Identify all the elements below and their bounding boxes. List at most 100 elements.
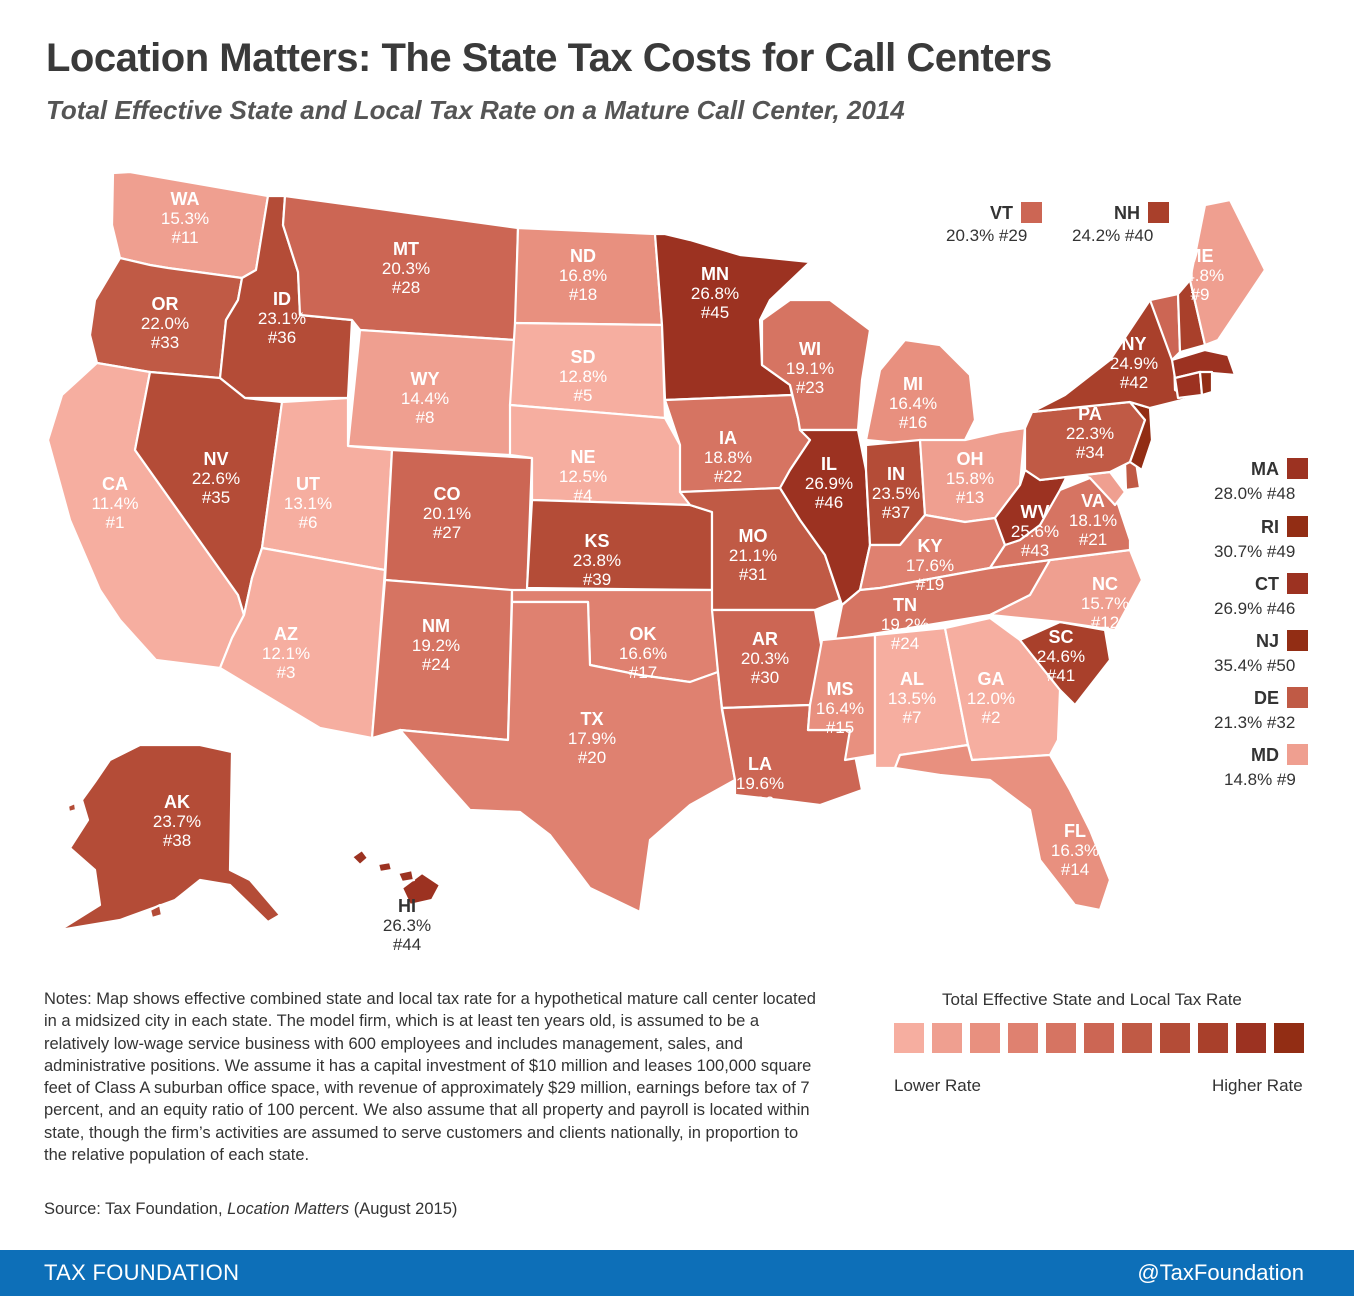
state-label-co-rank: #27 [433,523,461,542]
state-label-tx-rank: #20 [578,748,606,767]
state-label-wv: WV 25.6% #43 [1011,502,1059,560]
callout-ma-swatch [1287,458,1308,479]
page-title: Location Matters: The State Tax Costs fo… [46,36,1052,80]
state-label-tx-rate: 17.9% [568,729,616,748]
legend-low-label: Lower Rate [894,1076,981,1095]
state-label-sc-rate: 24.6% [1037,647,1085,666]
state-label-ms-rate: 16.4% [816,699,864,718]
callout-de-value: 21.3% #32 [1214,713,1296,732]
state-label-wy-abbr: WY [411,369,440,389]
legend-swatch-6 [1084,1023,1114,1053]
state-label-ky-rate: 17.6% [906,556,954,575]
state-label-nd-rank: #18 [569,285,597,304]
state-shape-fl[interactable] [893,743,1112,912]
state-label-mt-abbr: MT [393,239,419,259]
state-label-ar: AR 20.3% #30 [741,629,789,687]
state-label-mo-rate: 21.1% [729,546,777,565]
state-label-ky-rank: #19 [916,575,944,594]
state-label-ia-abbr: IA [719,428,737,448]
state-label-nv-rank: #35 [202,488,230,507]
state-label-ar-rate: 20.3% [741,649,789,668]
state-label-hi-rank: #44 [393,935,421,954]
state-label-la-rank: #26 [746,793,774,812]
callout-vt-swatch [1021,202,1042,223]
state-label-ak-abbr: AK [164,792,190,812]
state-label-oh-abbr: OH [957,449,984,469]
state-label-nd-rate: 16.8% [559,266,607,285]
state-label-co-rate: 20.1% [423,504,471,523]
state-label-ak-rate: 23.7% [153,812,201,831]
state-label-tn: TN 19.2% #24 [881,595,929,653]
state-label-ca-rank: #1 [106,513,125,532]
state-label-fl-rank: #14 [1061,860,1089,879]
state-label-sc-abbr: SC [1048,627,1073,647]
state-label-wv-rank: #43 [1021,541,1049,560]
state-label-mn: MN 26.8% #45 [691,264,739,322]
state-label-il-rate: 26.9% [805,474,853,493]
state-label-nm-abbr: NM [422,616,450,636]
state-shape-tx[interactable] [398,600,737,914]
state-label-nd: ND 16.8% #18 [559,246,607,304]
state-label-tx-abbr: TX [580,709,603,729]
callout-ri-abbr: RI [1261,517,1279,537]
state-label-ks-abbr: KS [584,531,609,551]
state-label-wy: WY 14.4% #8 [401,369,449,427]
state-label-az-rank: #3 [277,663,296,682]
state-label-tn-rank: #24 [891,634,919,653]
state-label-mt: MT 20.3% #28 [382,239,430,297]
state-label-sd: SD 12.8% #5 [559,347,607,405]
state-shape-ks[interactable] [525,498,714,592]
footer-handle[interactable]: @TaxFoundation [1137,1260,1304,1285]
state-label-va: VA 18.1% #21 [1069,491,1117,549]
hawaii-island-kauai [350,848,370,867]
footer-org: TAX FOUNDATION [44,1260,240,1285]
state-shape-ri[interactable] [1198,370,1214,397]
state-label-ga-abbr: GA [978,669,1005,689]
state-label-fl-abbr: FL [1064,821,1086,841]
state-label-nm: NM 19.2% #24 [412,616,460,674]
legend-swatch-9 [1198,1023,1228,1053]
callout-nj-header: NJ [1256,630,1308,652]
state-label-ne: NE 12.5% #4 [559,447,607,505]
state-label-wa: WA 15.3% #11 [161,189,209,247]
callout-nh-swatch [1148,202,1169,223]
state-label-ok-abbr: OK [630,624,657,644]
state-shape-ne[interactable] [508,403,692,507]
state-label-hi: HI 26.3% #44 [383,896,431,954]
state-label-or-abbr: OR [152,294,179,314]
callout-nj-abbr: NJ [1255,631,1279,651]
callout-ri-swatch [1287,516,1308,537]
state-label-la-rate: 19.6% [736,774,784,793]
state-label-nc-abbr: NC [1092,574,1118,594]
alaska-aleutian-2 [66,801,78,814]
state-label-ny-rank: #42 [1120,373,1148,392]
notes-text: Notes: Map shows effective combined stat… [44,990,816,1165]
legend-swatch-4 [1008,1023,1038,1053]
state-label-hi-abbr: HI [398,896,416,916]
state-shape-wv[interactable] [993,468,1072,547]
state-label-nv-abbr: NV [203,449,228,469]
legend-swatch-11 [1274,1023,1304,1053]
state-label-ga-rate: 12.0% [967,689,1015,708]
state-label-ny-rate: 24.9% [1110,354,1158,373]
legend-swatch-1 [894,1023,924,1053]
state-label-ks-rank: #39 [583,570,611,589]
state-shape-ct[interactable] [1173,370,1204,400]
state-label-nc-rank: #12 [1091,613,1119,632]
state-label-pa-rate: 22.3% [1066,424,1114,443]
state-label-id-abbr: ID [273,289,291,309]
hawaii-island-maui [396,868,416,884]
state-shape-ak[interactable] [58,743,282,932]
state-label-ca: CA 11.4% #1 [92,474,139,532]
state-shape-nc[interactable] [988,548,1144,632]
state-label-sc: SC 24.6% #41 [1037,627,1085,685]
state-shape-me[interactable] [1188,198,1267,347]
state-label-mo-abbr: MO [739,526,768,546]
callout-md-abbr: MD [1251,745,1279,765]
state-label-mn-rate: 26.8% [691,284,739,303]
legend-swatch-7 [1122,1023,1152,1053]
state-label-la-abbr: LA [748,754,772,774]
state-label-az-rate: 12.1% [262,644,310,663]
state-shape-il[interactable] [778,428,872,607]
state-label-pa-rank: #34 [1076,443,1104,462]
